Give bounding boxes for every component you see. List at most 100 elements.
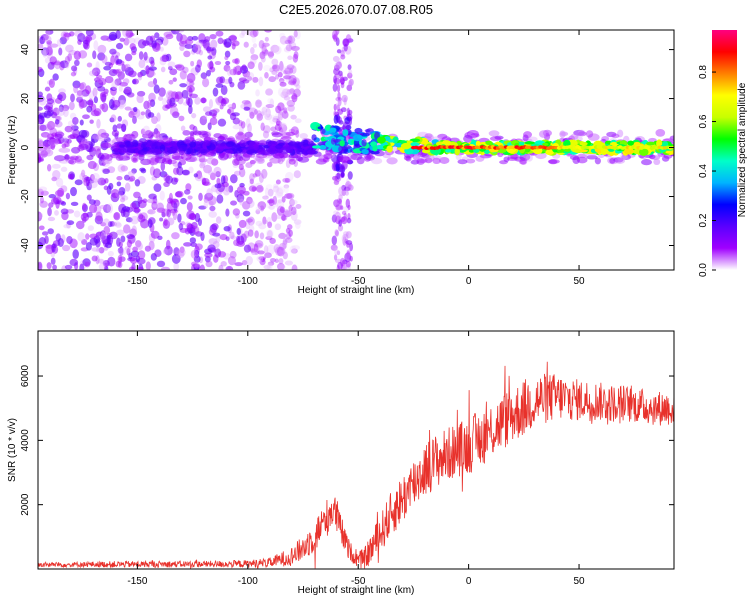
spectrogram-cell: [191, 113, 197, 119]
spectrogram-cell: [111, 188, 120, 199]
spectrogram-cell: [172, 111, 180, 116]
spectrogram-cell: [623, 148, 634, 155]
spectrogram-cell: [274, 258, 279, 263]
spectrogram-cell: [178, 248, 186, 257]
spectrogram-cell: [346, 178, 350, 186]
spectrogram-cell: [109, 117, 115, 123]
spectrogram-cell: [424, 157, 433, 164]
spectrogram-cell: [149, 71, 156, 77]
spectrogram-cell: [176, 166, 184, 176]
spectrogram-cell: [527, 136, 538, 142]
spectrogram-cell: [284, 39, 292, 45]
spectrogram-cell: [86, 154, 94, 161]
spectrogram-cell: [264, 187, 269, 198]
spectrogram-cell: [286, 88, 296, 95]
spectrogram-cell: [275, 246, 284, 257]
spectrogram-cell: [88, 199, 96, 205]
spectrogram-cell: [288, 140, 297, 148]
spectrogram-cell: [345, 188, 349, 194]
spectrogram-cell: [147, 81, 156, 88]
colorbar-tick-label: 0.0: [698, 263, 709, 277]
spectrogram-cell: [99, 204, 107, 210]
spectrogram-cell: [71, 146, 81, 154]
spectrogram-cell: [197, 218, 202, 226]
spectrogram-cell: [279, 206, 286, 213]
spectrogram-cell: [137, 71, 143, 78]
spectrogram-cell: [226, 67, 232, 77]
spectrogram-cell: [295, 30, 301, 40]
spectrogram-cell: [235, 134, 247, 142]
spectrogram-cell: [255, 99, 262, 108]
spectrogram-cell: [488, 130, 500, 137]
spectrogram-cell: [299, 133, 308, 140]
spectrogram-cell: [254, 101, 263, 108]
spectrogram-cell: [248, 181, 256, 188]
spectrogram-cell: [159, 190, 165, 201]
spectrogram-cell: [241, 143, 247, 147]
spectrogram-cell: [152, 141, 163, 147]
spectrogram-cell: [284, 67, 291, 76]
spectrogram-cell: [172, 152, 181, 160]
spectrogram-cell: [90, 133, 99, 144]
spectrogram-cell: [65, 44, 74, 53]
spectrogram-cell: [653, 158, 661, 166]
spectrogram-cell: [75, 155, 82, 163]
spectrogram-cell: [131, 263, 136, 270]
spectrogram-cell: [64, 154, 69, 162]
spectrogram-cell: [178, 144, 187, 152]
spectrogram-cell: [140, 143, 146, 148]
spectrogram-cell: [177, 95, 184, 105]
spectrogram-cell: [118, 85, 123, 92]
snr-panel: -150 -100 -50 0 50 2000 4000 6000 Height of st…: [7, 330, 675, 596]
spectrogram-cell: [65, 192, 71, 200]
spectrogram-cell: [64, 264, 73, 270]
spectrogram-cell: [53, 196, 62, 205]
spectrogram-cell: [279, 122, 287, 128]
spectrogram-cell: [290, 78, 297, 84]
spectrogram-cell: [345, 240, 353, 245]
spectrogram-cell: [189, 213, 196, 221]
spectrogram-cell: [538, 130, 547, 138]
spectrogram-cell: [187, 147, 194, 154]
spectrogram-cell: [274, 201, 279, 208]
spectrogram-cell: [120, 235, 126, 243]
spectrogram-cell: [267, 51, 275, 57]
spectrogram-cell: [264, 113, 273, 121]
spectrogram-cell: [151, 40, 157, 49]
spectrogram-cell: [117, 247, 127, 256]
spectrogram-cell: [173, 247, 180, 256]
spectrogram-cell: [348, 116, 352, 126]
spectrogram-cell: [255, 157, 264, 164]
spectrogram-cell: [267, 199, 274, 204]
spectrogram-cell: [80, 212, 90, 222]
spectrogram-cell: [171, 177, 178, 185]
spectrogram-cell: [167, 61, 176, 68]
spectrogram-cell: [142, 198, 148, 203]
spectrogram-cell: [669, 135, 674, 141]
spectrogram-cell: [54, 133, 63, 140]
spectrogram-cell: [116, 229, 125, 236]
spectrogram-cell: [285, 232, 291, 240]
y-tick-label: 40: [20, 44, 31, 56]
spectrogram-cell: [342, 121, 350, 131]
spectrogram-cell: [255, 186, 264, 192]
spectrogram-cell: [311, 134, 317, 141]
spectrogram-cell: [249, 159, 257, 165]
spectrogram-cell: [272, 195, 278, 205]
spectrogram-cell: [273, 45, 282, 55]
spectrogram-cell: [76, 90, 83, 97]
spectrogram-cell: [569, 154, 579, 161]
spectrogram-cell: [339, 73, 344, 83]
spectrogram-cell: [193, 266, 200, 270]
spectrogram-cell: [279, 122, 285, 128]
spectrogram-cell: [48, 194, 57, 199]
spectrogram-cell: [173, 262, 180, 270]
spectrogram-cell: [266, 229, 274, 238]
spectrogram-cell: [174, 191, 183, 198]
spectrogram-cell: [68, 101, 75, 111]
spectrogram-cell: [124, 174, 130, 181]
spectrogram-cell: [100, 142, 112, 149]
spectrogram-cell: [395, 142, 403, 148]
spectrogram-cell: [188, 87, 193, 97]
spectrogram-cell: [103, 266, 109, 270]
